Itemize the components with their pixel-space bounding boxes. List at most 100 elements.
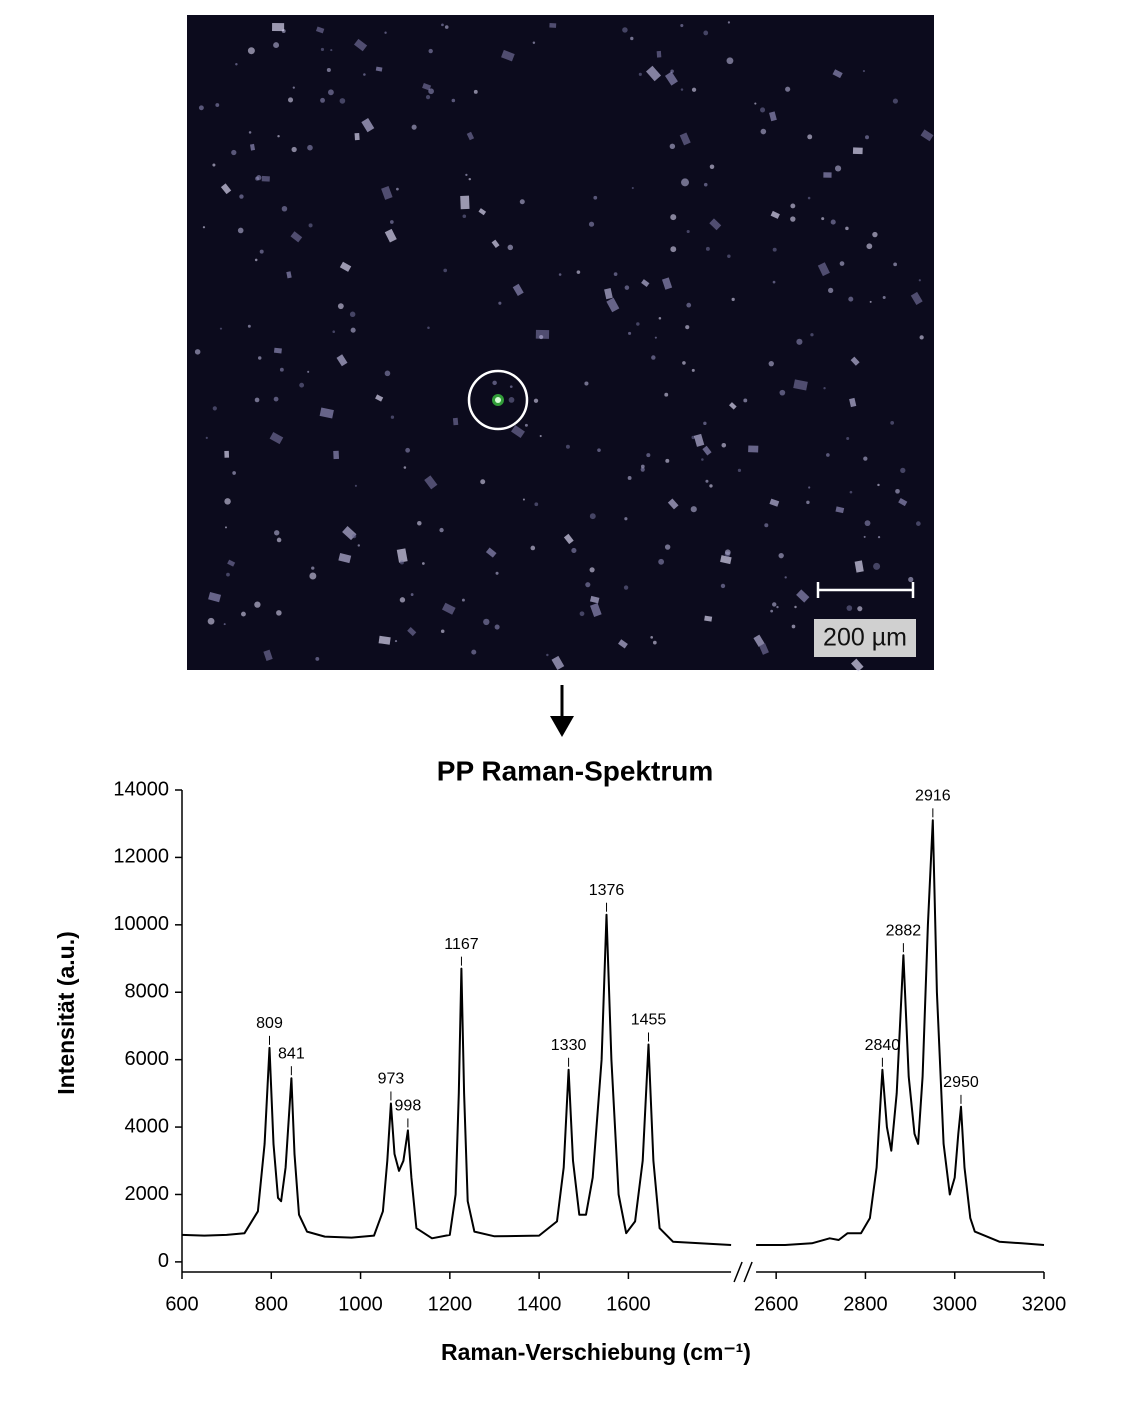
particle (807, 196, 811, 200)
particle (810, 333, 814, 337)
particle (630, 36, 634, 41)
particle (563, 533, 574, 545)
particle (375, 66, 383, 72)
particle (350, 327, 356, 333)
particle (281, 206, 288, 212)
particle (460, 195, 470, 210)
y-axis-label: Intensität (a.u.) (53, 931, 79, 1095)
particle (823, 387, 826, 390)
particle (396, 187, 399, 191)
particle (539, 434, 542, 438)
y-tick-label: 14000 (113, 778, 169, 800)
particle (796, 338, 803, 345)
particle (427, 326, 430, 329)
particle (743, 398, 748, 403)
x-tick-label: 3000 (932, 1293, 977, 1315)
axis-break (733, 1261, 743, 1283)
particle (220, 183, 232, 195)
particle (452, 417, 459, 426)
particle (227, 559, 236, 567)
particle (772, 280, 776, 284)
particle (667, 498, 679, 510)
particle (772, 602, 777, 607)
particle (863, 535, 866, 538)
x-tick-label: 800 (255, 1293, 288, 1315)
particle (361, 118, 375, 133)
particle (327, 89, 334, 96)
particle (597, 448, 601, 452)
particle (315, 656, 320, 661)
particle (384, 31, 387, 34)
particle (864, 520, 871, 527)
spectrum-line (181, 819, 1045, 1246)
particle (764, 523, 769, 528)
particle (670, 246, 677, 253)
particle (248, 131, 252, 134)
particle (290, 231, 303, 243)
particle (309, 572, 317, 580)
particle (703, 421, 707, 426)
particle (259, 249, 264, 254)
particle (551, 655, 565, 671)
particle (821, 217, 825, 221)
laser-spot (495, 397, 501, 403)
particle (770, 609, 774, 613)
particle (590, 602, 602, 617)
particle (636, 322, 640, 326)
particle (748, 445, 759, 453)
particle (519, 199, 525, 205)
particle (207, 617, 215, 625)
particle (638, 72, 642, 76)
y-tick-label: 8000 (125, 981, 170, 1003)
x-tick-label: 1400 (517, 1293, 562, 1315)
particle (865, 135, 870, 140)
particle (826, 453, 830, 457)
particle (215, 103, 220, 107)
particle (593, 195, 598, 200)
particle (276, 610, 282, 616)
particle (461, 598, 465, 602)
particle (277, 134, 280, 138)
particle (549, 23, 557, 28)
particle (627, 476, 632, 480)
peak-label: 1376 (589, 882, 625, 899)
particle (273, 396, 279, 402)
x-tick-label: 1600 (606, 1293, 651, 1315)
particle (628, 331, 632, 335)
particle (726, 57, 734, 65)
particle (720, 555, 732, 565)
x-tick-label: 1000 (338, 1293, 383, 1315)
particle (846, 605, 853, 611)
particle (690, 506, 697, 513)
particle (893, 262, 897, 267)
particle (645, 65, 662, 82)
particle (576, 270, 581, 274)
particle (651, 355, 656, 360)
particle (778, 552, 784, 559)
particle (307, 144, 313, 151)
particle (254, 397, 260, 403)
particle (849, 490, 853, 494)
particle (194, 349, 201, 355)
particle (307, 370, 310, 373)
particle (524, 423, 528, 427)
particle (224, 526, 228, 529)
particle (223, 623, 226, 626)
particle (703, 30, 709, 36)
particle (866, 243, 873, 250)
particle (613, 272, 618, 276)
particle (686, 302, 692, 308)
peak-label: 1455 (631, 1012, 667, 1029)
y-tick-label: 0 (158, 1250, 169, 1272)
axis-break (743, 1261, 753, 1283)
particle (618, 639, 628, 649)
particle (338, 553, 352, 564)
particle (686, 229, 690, 234)
particle (640, 467, 645, 472)
particle (852, 147, 863, 155)
particle (681, 178, 689, 187)
particle (579, 611, 585, 617)
particle (895, 488, 900, 494)
particle (511, 425, 525, 438)
